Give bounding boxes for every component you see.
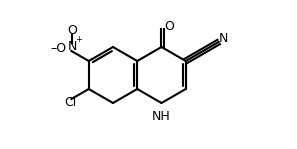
Text: NH: NH: [152, 111, 171, 124]
Text: Cl: Cl: [64, 97, 77, 110]
Text: –O: –O: [50, 42, 67, 55]
Text: +: +: [75, 35, 82, 45]
Text: O: O: [164, 20, 174, 32]
Text: O: O: [67, 24, 77, 37]
Text: N: N: [68, 39, 77, 52]
Text: N: N: [219, 31, 228, 45]
